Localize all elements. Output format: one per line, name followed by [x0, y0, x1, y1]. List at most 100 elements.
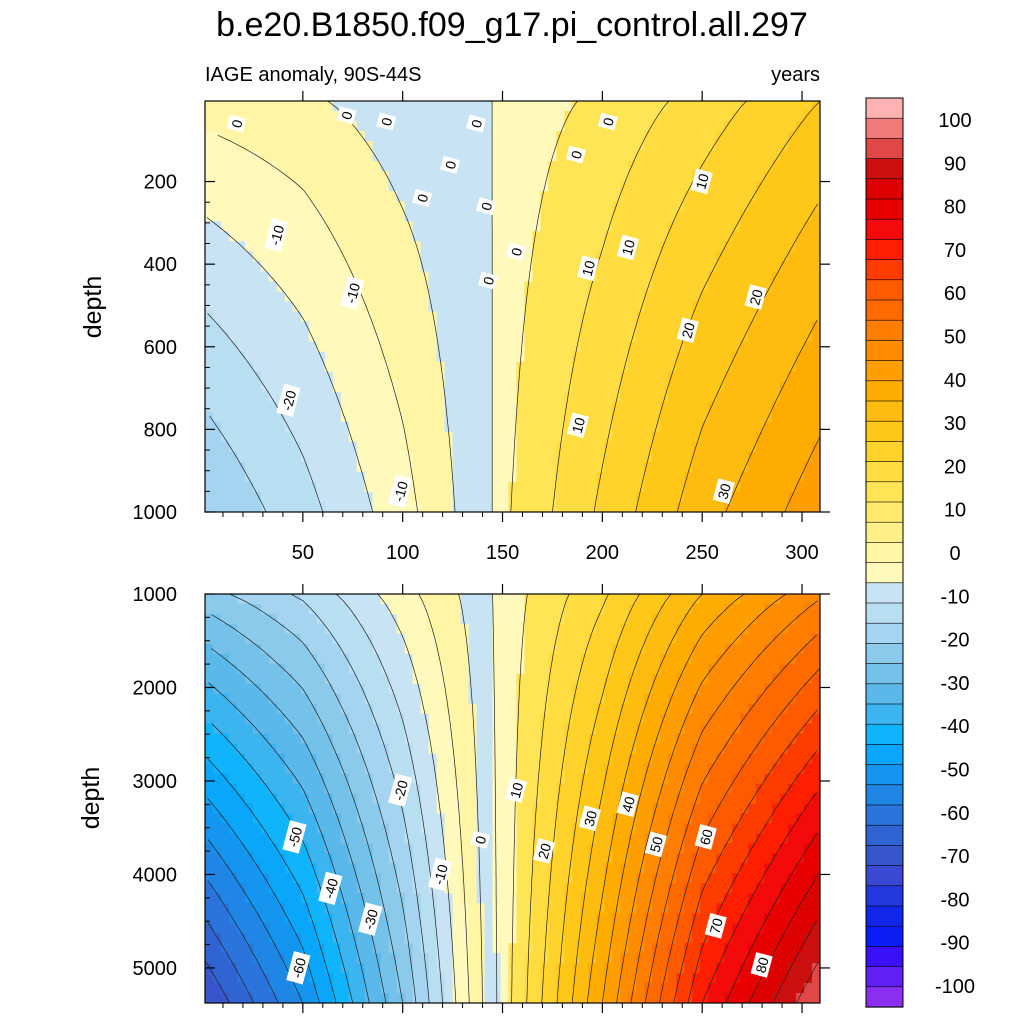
lower-field-cell	[492, 853, 502, 864]
upper-field-cell	[428, 301, 438, 313]
upper-field-cell	[540, 351, 550, 363]
upper-field-cell	[628, 261, 637, 273]
upper-field-cell	[332, 141, 342, 152]
lower-field-cell	[452, 603, 462, 615]
lower-field-cell	[260, 893, 270, 904]
upper-field-cell	[244, 271, 254, 283]
upper-field-cell	[268, 191, 278, 202]
upper-field-cell	[324, 161, 334, 172]
lower-field-cell	[508, 663, 518, 675]
lower-field-cell	[524, 823, 534, 835]
upper-field-cell	[596, 401, 605, 413]
lower-field-cell	[484, 893, 494, 904]
upper-field-cell	[572, 491, 581, 503]
upper-field-cell	[404, 461, 414, 473]
upper-field-cell	[572, 391, 581, 403]
lower-field-cell	[332, 733, 342, 745]
lower-field-cell	[252, 793, 262, 805]
upper-field-cell	[516, 491, 526, 503]
upper-field-cell	[396, 391, 406, 403]
lower-field-cell	[516, 923, 526, 934]
lower-field-cell	[276, 643, 286, 655]
upper-field-cell	[548, 431, 558, 443]
upper-field-cell	[388, 291, 398, 303]
upper-field-cell	[756, 461, 765, 473]
upper-field-cell	[436, 471, 446, 483]
lower-field-cell	[460, 993, 470, 1003]
upper-field-cell	[316, 431, 326, 443]
upper-contour-label: 0	[336, 106, 357, 125]
lower-field-cell	[348, 873, 358, 884]
lower-field-cell	[260, 723, 270, 735]
upper-field-cell	[476, 391, 486, 403]
upper-field-cell	[644, 271, 653, 283]
lower-field-cell	[308, 703, 318, 715]
lower-field-cell	[212, 903, 222, 914]
upper-field-cell	[740, 371, 749, 383]
upper-field-cell	[644, 151, 653, 162]
upper-field-cell	[292, 101, 302, 112]
upper-field-cell	[724, 331, 733, 343]
lower-field-cell	[236, 873, 246, 884]
upper-field-cell	[372, 481, 382, 493]
upper-field-cell	[316, 121, 326, 132]
upper-field-cell	[540, 171, 550, 182]
lower-field-cell	[348, 663, 358, 675]
upper-field-cell	[732, 411, 741, 423]
upper-field-cell	[484, 371, 494, 383]
lower-field-cell	[244, 843, 254, 854]
lower-field-cell	[468, 763, 478, 775]
lower-field-cell	[340, 713, 350, 725]
lower-field-cell	[468, 893, 478, 904]
lower-field-cell	[476, 843, 486, 854]
lower-field-cell	[316, 763, 326, 775]
lower-field-cell	[500, 633, 510, 645]
upper-field-cell	[212, 201, 222, 212]
lower-field-cell	[412, 843, 422, 854]
upper-field-cell	[724, 271, 733, 283]
upper-field-cell	[205, 481, 214, 493]
upper-field-cell	[380, 481, 390, 493]
lower-field-cell	[340, 623, 350, 635]
upper-field-cell	[796, 391, 805, 403]
upper-field-cell	[492, 491, 502, 503]
upper-field-cell	[236, 321, 246, 333]
upper-field-cell	[476, 441, 486, 453]
upper-field-cell	[205, 161, 214, 172]
upper-field-cell	[220, 301, 230, 313]
lower-field-cell	[476, 983, 486, 994]
lower-field-cell	[500, 613, 510, 625]
lower-field-cell	[268, 923, 278, 934]
upper-field-cell	[620, 301, 629, 313]
upper-field-cell	[468, 421, 478, 433]
lower-field-cell	[404, 933, 414, 944]
upper-field-cell	[756, 481, 765, 493]
lower-field-cell	[500, 893, 510, 904]
lower-field-cell	[444, 793, 454, 805]
upper-field-cell	[388, 441, 398, 453]
upper-contour-label-box	[676, 317, 699, 343]
lower-field-cell	[468, 613, 478, 625]
upper-field-cell	[372, 121, 382, 132]
upper-field-cell	[308, 261, 318, 273]
upper-field-cell	[316, 471, 326, 483]
upper-field-cell	[796, 491, 805, 503]
lower-field-cell	[524, 663, 534, 675]
upper-field-cell	[612, 211, 621, 222]
upper-field-cell	[476, 331, 486, 343]
upper-field-cell	[660, 461, 669, 473]
upper-contour-label-text: 10	[619, 238, 639, 257]
lower-field-cell	[388, 863, 398, 874]
upper-field-cell	[556, 491, 566, 503]
upper-field-cell	[284, 131, 294, 142]
upper-field-cell	[292, 461, 302, 473]
upper-field-cell	[380, 411, 390, 423]
upper-field-cell	[292, 231, 302, 242]
upper-field-cell	[668, 161, 677, 172]
upper-field-cell	[420, 171, 430, 182]
upper-field-cell	[460, 321, 470, 333]
lower-field-cell	[205, 733, 214, 745]
upper-field-cell	[316, 421, 326, 433]
upper-field-cell	[348, 431, 358, 443]
lower-field-cell	[396, 963, 406, 974]
